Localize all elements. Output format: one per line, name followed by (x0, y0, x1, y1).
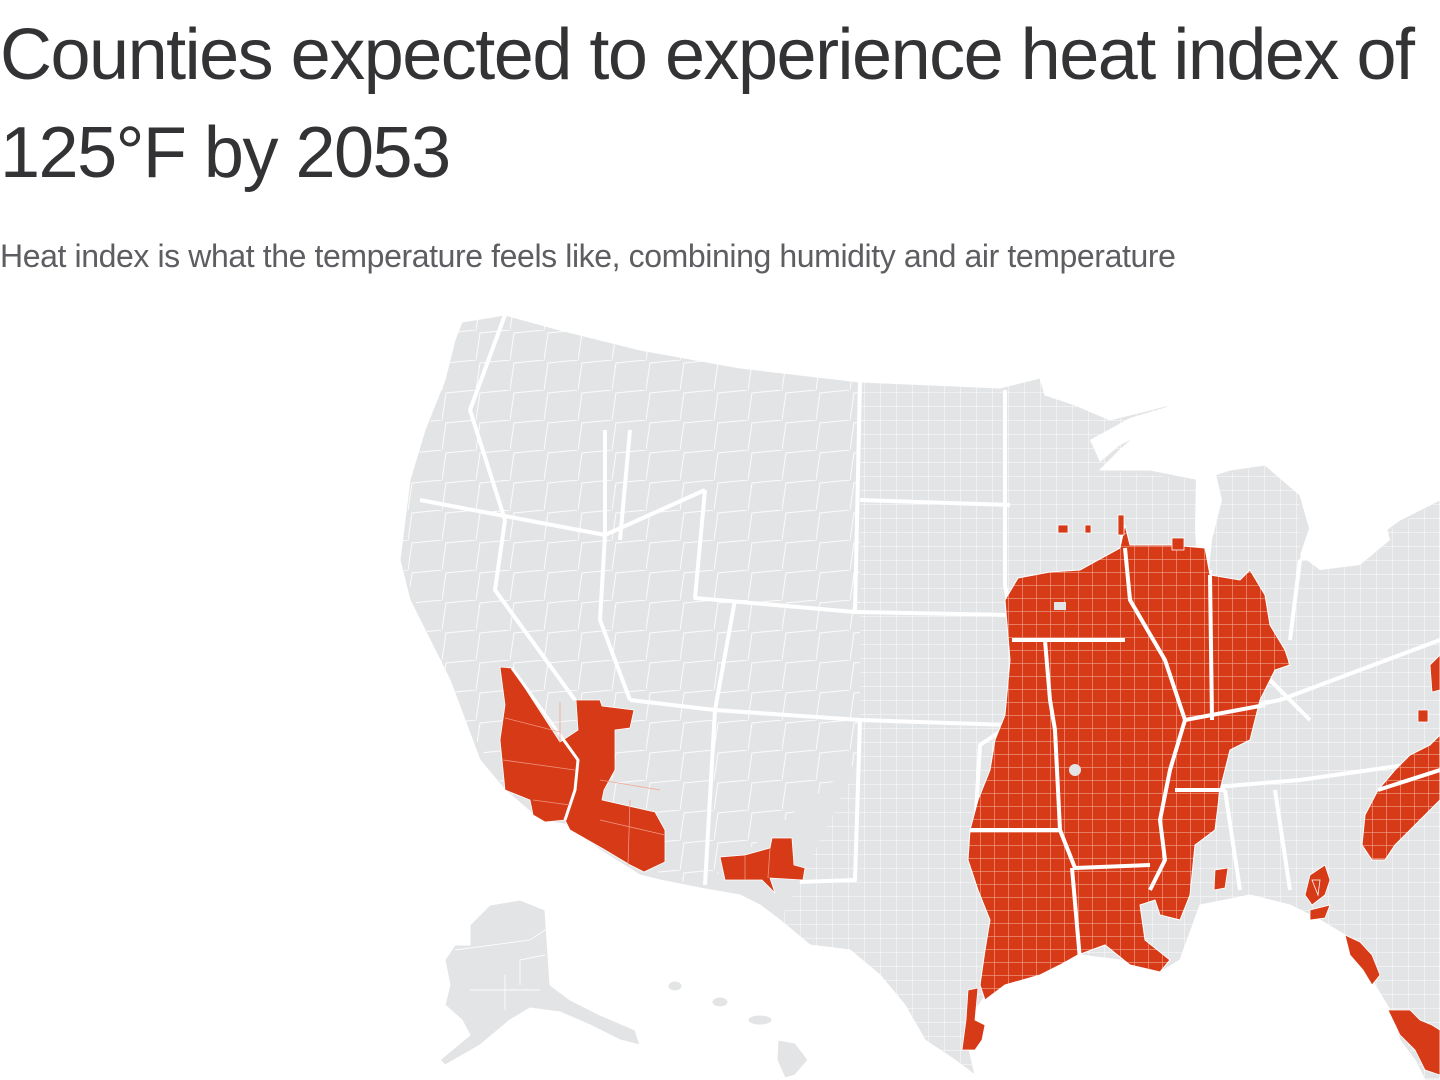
region-colorado-river-valley (499, 666, 666, 873)
lake-huron-erie (1300, 470, 1390, 570)
hot-county (1057, 524, 1069, 534)
title-line-2: 125°F by 2053 (0, 113, 451, 193)
region-virginia-coast (1429, 654, 1440, 693)
chart-subtitle: Heat index is what the temperature feels… (0, 238, 1176, 274)
hot-county (1417, 709, 1429, 723)
alaska-inset (439, 899, 641, 1066)
hawaii-inset (667, 980, 809, 1079)
unhighlighted-county (1054, 602, 1066, 610)
region-south-florida (1387, 1009, 1440, 1076)
hot-county (1117, 514, 1125, 536)
oahu (711, 996, 729, 1008)
highlighted-counties (499, 514, 1440, 1076)
maui (747, 1014, 773, 1026)
region-south-texas-coast (961, 987, 986, 1051)
region-florida-big-bend (1311, 879, 1321, 897)
region-carolinas-coastal-plain (1361, 734, 1440, 861)
hot-county (1171, 537, 1185, 551)
chart-title: Counties expected to experience heat ind… (0, 6, 1440, 202)
kauai (667, 980, 683, 992)
lake-superior (1090, 406, 1170, 462)
region-mississippi-coast (1213, 867, 1229, 891)
hawaii-big-island (776, 1039, 809, 1079)
hot-county (1084, 524, 1092, 534)
unhighlighted-county (1069, 764, 1081, 776)
region-florida-apalachee (1309, 904, 1331, 921)
region-florida-gulf-coast (1344, 934, 1381, 986)
alaska-landmass (439, 899, 641, 1066)
title-line-1: Counties expected to experience heat ind… (0, 15, 1415, 95)
